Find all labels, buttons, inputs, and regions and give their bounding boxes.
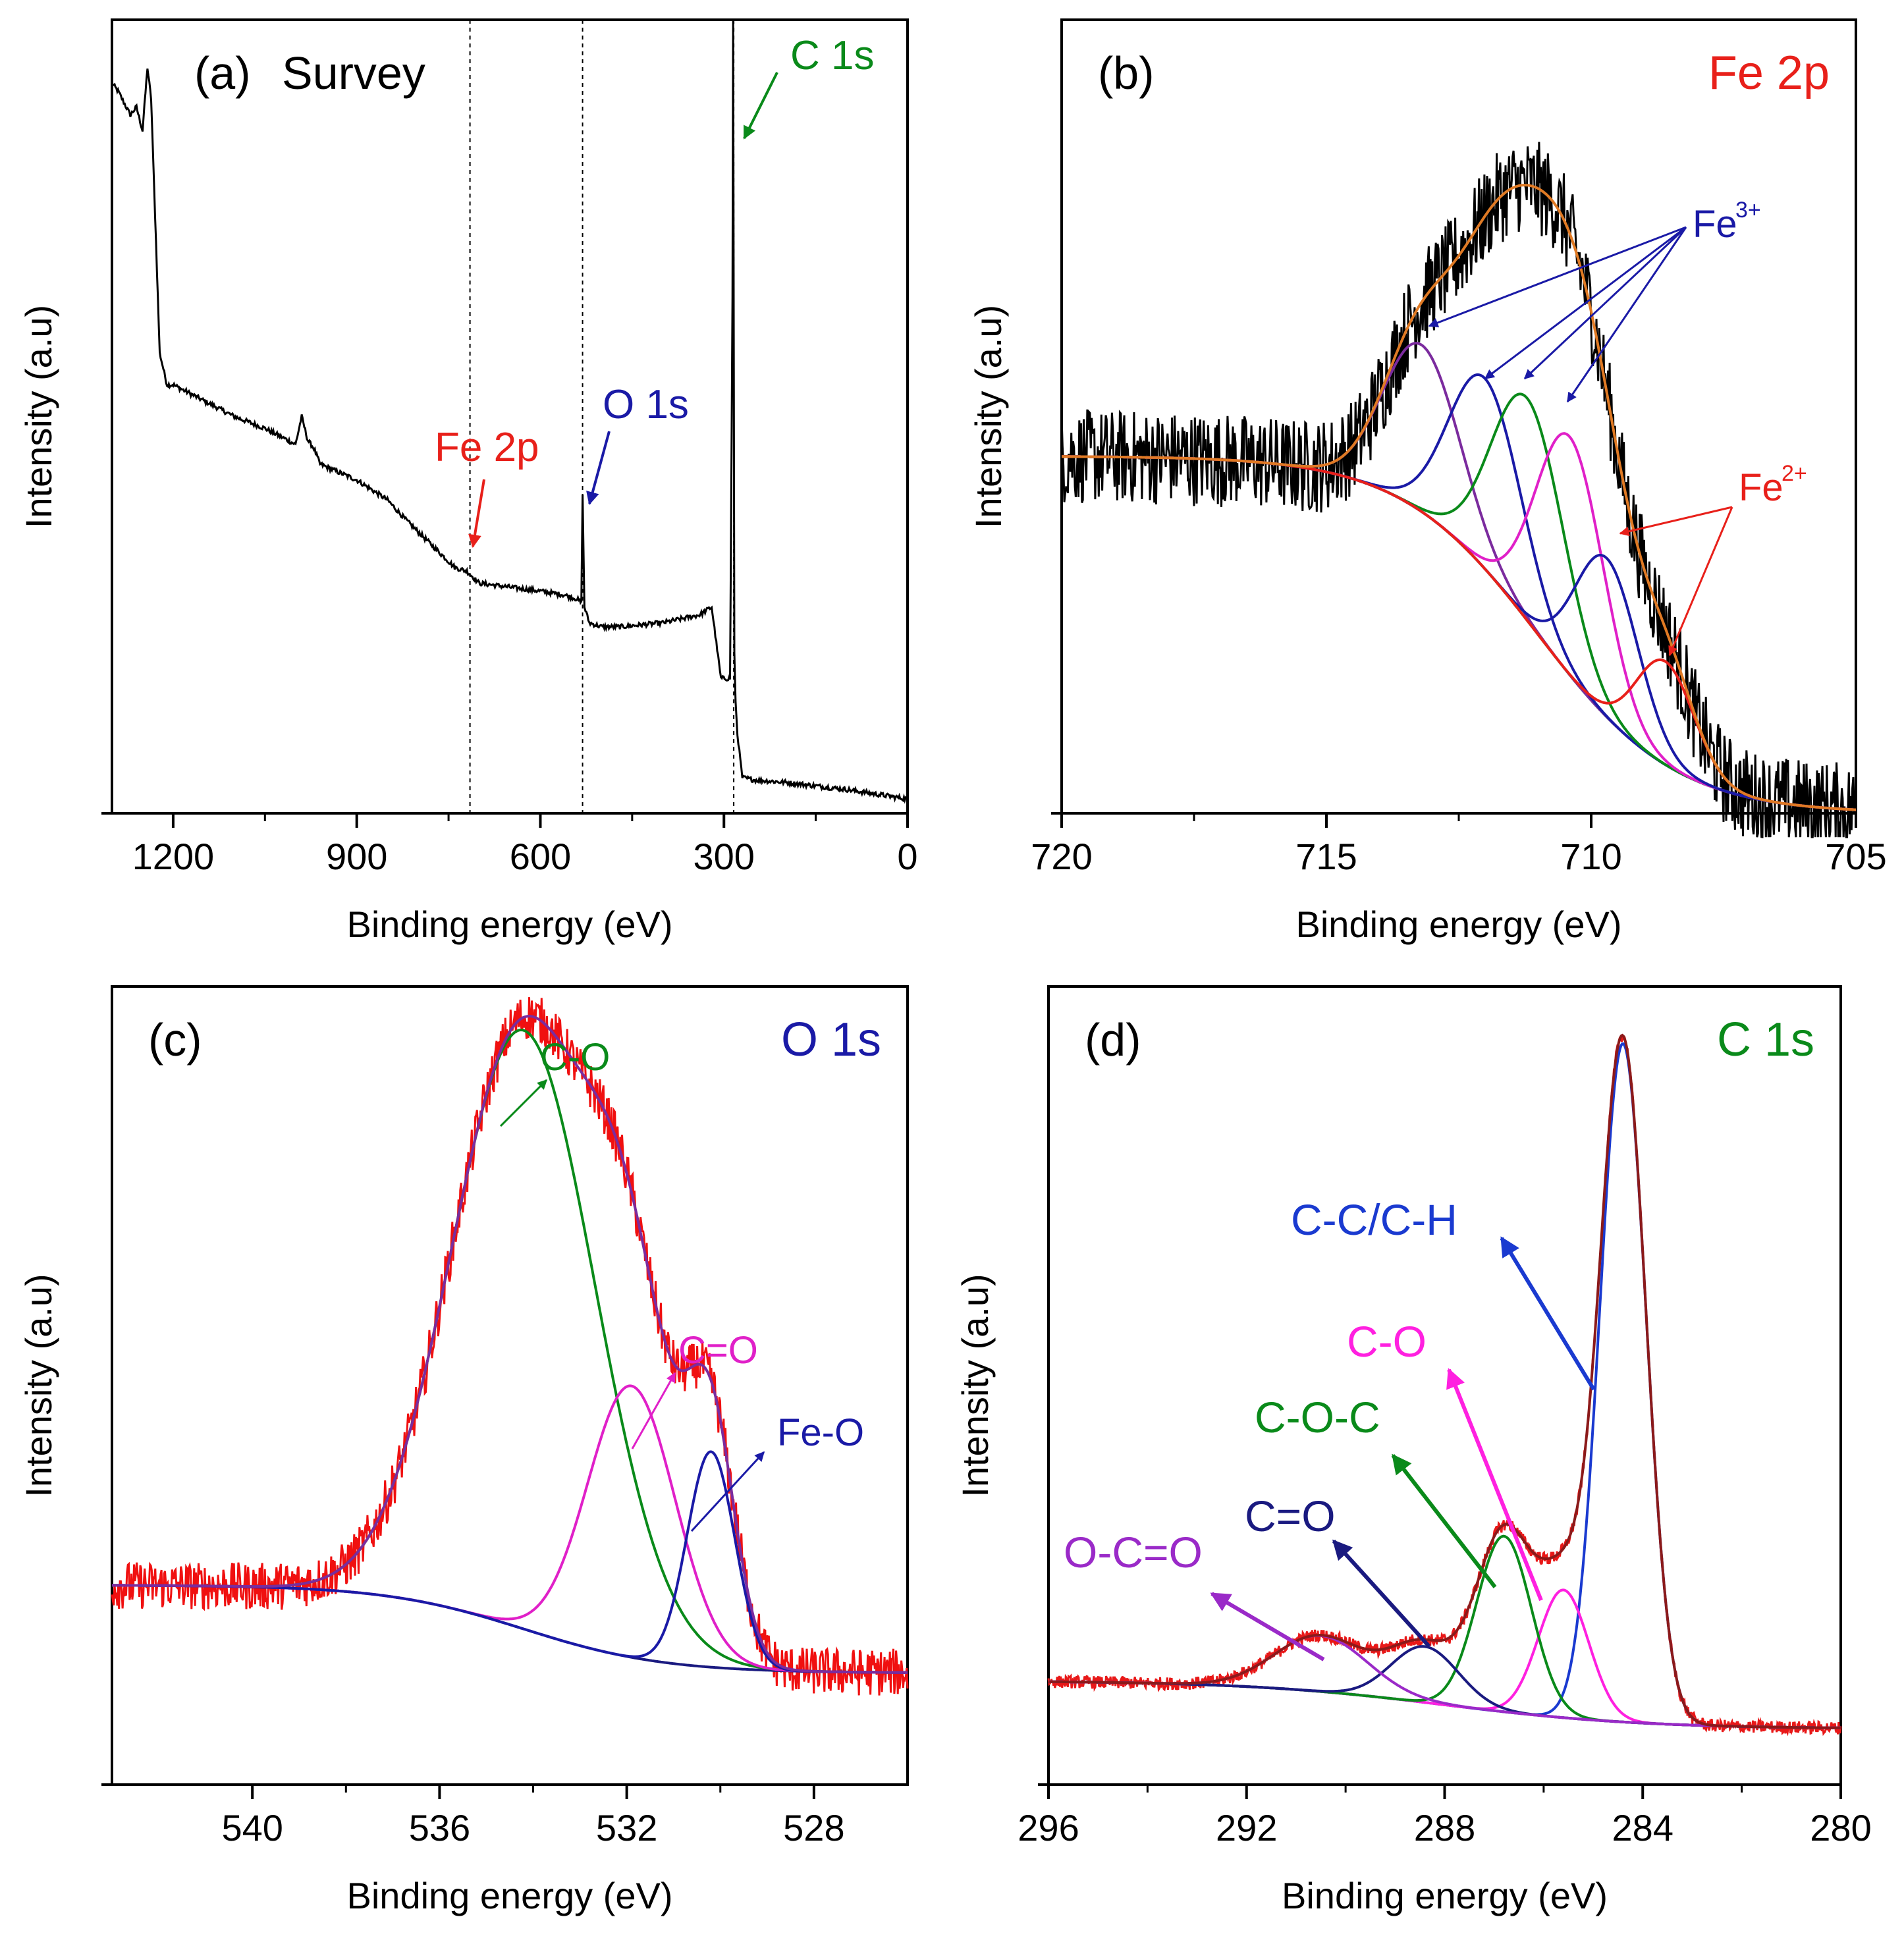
arrow-fe2plus	[1619, 506, 1733, 537]
panel-a-survey: 1200 900 600 300 0 Binding energy (eV) Intensi…	[18, 18, 918, 945]
x-tick-label: 528	[783, 1807, 844, 1849]
arrow-c-o	[1446, 1368, 1543, 1602]
arrow-c-eq-o	[631, 1372, 676, 1449]
panel-letter: (a)	[194, 47, 251, 99]
x-axis-label: Binding energy (eV)	[1282, 1875, 1608, 1916]
x-tick-label: 292	[1216, 1807, 1277, 1849]
x-tick-label: 705	[1825, 836, 1886, 877]
x-tick-label: 300	[694, 836, 755, 877]
arrow-fe2p	[468, 479, 485, 548]
fit-peak-c-c-c-h	[1048, 1042, 1841, 1729]
panel-c-o1s: 540 536 532 528 Binding energy (eV) Intensity…	[18, 985, 909, 1916]
panel-b-fe2p: 720 715 710 705 Binding energy (eV) Intensity…	[967, 18, 1887, 945]
x-tick-label: 0	[897, 836, 917, 877]
annotation-c-o: C-O	[1347, 1317, 1427, 1366]
background-line	[1062, 455, 1857, 811]
panel-letter: (c)	[148, 1014, 202, 1066]
annotation-fe2plus-sup: 2+	[1782, 461, 1807, 486]
x-tick-label: 710	[1560, 836, 1621, 877]
y-axis-label: Intensity (a.u)	[18, 1274, 59, 1497]
x-tick-label: 715	[1295, 836, 1357, 877]
arrow-fe3plus	[1484, 226, 1687, 380]
panel-letter: (b)	[1098, 47, 1155, 99]
x-tick-label: 536	[409, 1807, 470, 1849]
fit-envelope-line	[1048, 1033, 1841, 1729]
arrow-fe3plus	[1523, 226, 1687, 380]
annotation-fe3plus-sup: 3+	[1735, 198, 1761, 223]
fit-peak-fe3-713-2	[1062, 342, 1857, 811]
annotation-c-o: C-O	[540, 1036, 610, 1079]
annotation-o-c-eq-o: O-C=O	[1064, 1528, 1203, 1577]
annotation-fe2plus: Fe	[1739, 466, 1783, 509]
annotation-o1s: O 1s	[603, 382, 689, 427]
arrow-fe3plus	[1428, 226, 1687, 328]
plot-frame	[1047, 985, 1842, 1786]
annotation-c-o-c: C-O-C	[1255, 1393, 1380, 1442]
x-tick-label: 900	[326, 836, 387, 877]
y-axis-label: Intensity (a.u)	[18, 305, 59, 528]
x-axis-label: Binding energy (eV)	[1296, 904, 1622, 945]
arrow-c-c-c-h	[1500, 1236, 1596, 1391]
arrow-fe2plus	[1668, 506, 1733, 657]
x-axis-label: Binding energy (eV)	[347, 1875, 673, 1916]
x-tick-label: 284	[1612, 1807, 1673, 1849]
panel-letter: (d)	[1085, 1014, 1141, 1066]
arrow-fe-o	[690, 1451, 765, 1532]
annotation-c-eq-o: C=O	[678, 1329, 758, 1372]
fit-peak-fe-o	[112, 1450, 908, 1674]
y-axis-label: Intensity (a.u)	[954, 1274, 996, 1497]
x-tick-label: 288	[1414, 1807, 1475, 1849]
arrow-c1s	[743, 72, 778, 140]
raw-data-line	[111, 997, 909, 1696]
x-axis-label: Binding energy (eV)	[347, 904, 673, 945]
y-axis-label: Intensity (a.u)	[967, 305, 1009, 528]
arrow-c-o-c	[1391, 1453, 1497, 1588]
arrow-o-c-eq-o	[1210, 1592, 1325, 1661]
annotation-fe-o: Fe-O	[777, 1411, 864, 1454]
survey-spectrum-line	[111, 18, 909, 804]
x-tick-label: 1200	[132, 836, 215, 877]
x-tick-label: 280	[1810, 1807, 1871, 1849]
annotation-fe3plus: Fe	[1693, 203, 1737, 246]
plot-frame	[1060, 18, 1857, 815]
annotation-fe2p: Fe 2p	[435, 425, 539, 470]
x-tick-label: 532	[596, 1807, 657, 1849]
annotation-c-c-c-h: C-C/C-H	[1291, 1195, 1457, 1244]
fit-envelope-line	[1062, 184, 1857, 811]
arrow-c-o	[499, 1079, 548, 1127]
panel-title: Fe 2p	[1708, 47, 1830, 99]
arrow-fe3plus	[1566, 227, 1687, 403]
fit-peak-fe2-709-7	[1062, 455, 1857, 811]
x-tick-label: 540	[221, 1807, 283, 1849]
panel-title: C 1s	[1717, 1013, 1814, 1066]
fit-peak-fe2-708-6	[1062, 455, 1857, 811]
annotation-c-eq-o: C=O	[1245, 1492, 1336, 1540]
fit-peak-fe3-710-4	[1062, 432, 1857, 811]
plot-frame	[111, 18, 909, 815]
annotation-c1s: C 1s	[790, 33, 874, 78]
x-tick-label: 720	[1031, 836, 1092, 877]
panel-d-c1s: 296 292 288 284 280 Binding energy (eV) Intens…	[954, 985, 1872, 1916]
panel-title: Survey	[282, 47, 425, 99]
arrow-c-eq-o	[1332, 1539, 1431, 1648]
x-tick-label: 296	[1018, 1807, 1079, 1849]
raw-data-line	[1047, 1034, 1842, 1737]
panel-title: O 1s	[781, 1013, 881, 1066]
x-tick-label: 600	[510, 836, 571, 877]
fit-envelope-line	[112, 1014, 908, 1674]
plot-frame	[111, 985, 909, 1786]
raw-data-line	[1060, 142, 1857, 838]
arrow-o1s	[586, 431, 611, 505]
